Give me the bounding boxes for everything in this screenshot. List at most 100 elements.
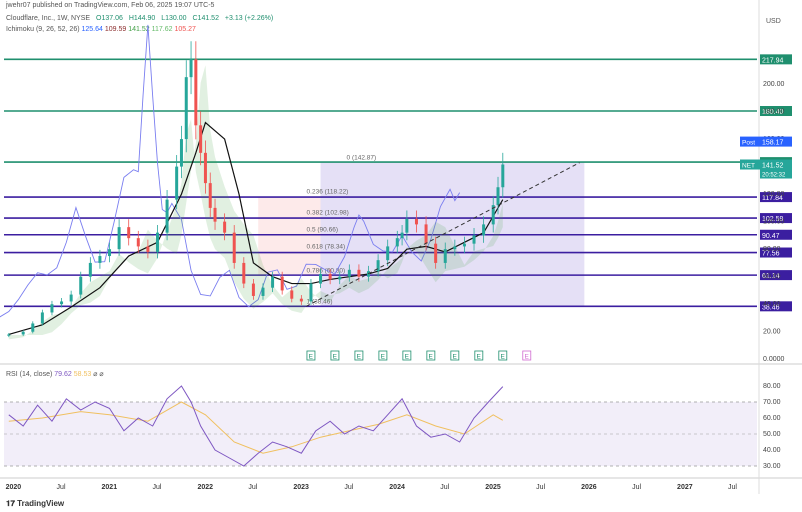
price-tag-value-0: 158.17	[762, 140, 784, 147]
price-tick-10: 200.00	[763, 81, 785, 88]
candle-body-18	[179, 139, 183, 167]
candle-body-54	[482, 224, 486, 236]
candle-body-8	[88, 262, 92, 277]
candle-body-46	[405, 218, 409, 233]
ohlc-high: H144.90	[128, 15, 156, 22]
candle-body-35	[309, 283, 313, 302]
currency-label: USD	[766, 18, 781, 25]
level-tag-label-6: 77.56	[762, 251, 780, 258]
candle-body-42	[376, 260, 380, 272]
level-tag-3	[760, 192, 792, 203]
candle-body-32	[280, 276, 284, 291]
price-tag-extra-1: 20:52:32	[762, 173, 786, 179]
candle-body-17	[175, 166, 179, 200]
candle-body-31	[271, 276, 275, 288]
level-tag-7	[760, 270, 792, 281]
tradingview-icon: 𝟏𝟕	[6, 499, 15, 508]
candle-body-29	[251, 283, 255, 296]
fib-label-5: 0.786 (60.80)	[307, 268, 346, 275]
candle-body-2	[31, 323, 35, 332]
earnings-marker-9	[522, 350, 532, 361]
ichimoku-cloud-bear	[258, 196, 321, 276]
ohlc-close: C141.52	[192, 15, 219, 22]
earnings-marker-label-9: E	[524, 354, 529, 361]
tradingview-brand: TradingView	[17, 499, 65, 508]
time-tick-3: Jul	[152, 484, 161, 491]
candle-body-26	[223, 221, 227, 233]
earnings-marker-label-4: E	[405, 354, 410, 361]
time-tick-5: Jul	[248, 484, 257, 491]
time-tick-9: Jul	[440, 484, 449, 491]
ichimoku-v5: 105.27	[174, 26, 196, 33]
earnings-marker-5	[426, 350, 436, 361]
ohlc-open: O137.06	[96, 15, 123, 22]
ichimoku-v1: 125.64	[81, 26, 103, 33]
trendline-dashed	[305, 162, 580, 307]
price-tick-4: 80.00	[763, 246, 781, 253]
earnings-marker-label-3: E	[381, 354, 386, 361]
candle-body-25	[213, 207, 217, 222]
candle-body-38	[338, 276, 342, 280]
price-tag-value-bg-0	[760, 136, 792, 147]
candle-body-6	[69, 294, 73, 302]
candle-body-0	[7, 334, 11, 336]
level-tag-label-4: 102.59	[762, 216, 784, 223]
level-tag-label-5: 90.47	[762, 233, 780, 240]
time-tick-7: Jul	[344, 484, 353, 491]
candle-body-1	[21, 331, 25, 335]
candle-body-33	[290, 290, 294, 299]
level-tag-label-7: 61.14	[762, 273, 780, 280]
time-tick-4: 2022	[197, 484, 213, 491]
level-tag-label-8: 38.46	[762, 304, 780, 311]
earnings-marker-label-1: E	[333, 354, 338, 361]
candle-body-51	[453, 246, 457, 250]
price-tick-0: 0.0000	[763, 356, 785, 363]
price-tag-value-bg-1	[760, 159, 792, 179]
candle-body-15	[155, 232, 159, 252]
candle-body-50	[443, 249, 447, 263]
level-tag-4	[760, 213, 792, 224]
ohlc-low: L130.00	[161, 15, 187, 22]
time-tick-11: Jul	[536, 484, 545, 491]
price-tag-name-0: Post	[742, 140, 755, 147]
symbol-title: Cloudflare, Inc., 1W, NYSE	[6, 15, 91, 22]
level-tag-6	[760, 247, 792, 258]
ichimoku-v4: 117.62	[151, 26, 173, 33]
ohlc-change: +3.13 (+2.26%)	[224, 15, 274, 22]
ichimoku-v3: 141.52	[128, 26, 150, 33]
time-tick-12: 2026	[581, 484, 597, 491]
candle-body-40	[357, 269, 361, 277]
rsi-label: RSI (14, close)	[6, 371, 53, 378]
candle-body-3	[40, 312, 44, 324]
fib-label-3: 0.5 (90.66)	[307, 226, 338, 233]
earnings-marker-label-5: E	[429, 354, 434, 361]
earnings-marker-1	[330, 350, 340, 361]
earnings-marker-8	[498, 350, 508, 361]
candle-body-52	[462, 243, 466, 247]
candle-body-24	[208, 183, 212, 208]
rsi-ma-line	[8, 401, 504, 454]
candle-body-37	[328, 273, 332, 280]
rsi-tick-5: 80.00	[763, 383, 781, 390]
level-tag-label-1: 180.40	[762, 109, 784, 116]
price-tick-3: 60.00	[763, 274, 781, 281]
candle-body-53	[472, 235, 476, 244]
candle-body-10	[108, 249, 112, 257]
price-tag-name-bg-1	[740, 159, 760, 170]
candle-body-44	[395, 238, 399, 247]
candle-body-19	[184, 77, 188, 140]
fib-label-0: 0 (142.87)	[347, 155, 377, 162]
earnings-marker-6	[450, 350, 460, 361]
earnings-marker-3	[378, 350, 388, 361]
fib-label-2: 0.382 (102.98)	[307, 210, 349, 217]
earnings-marker-0	[306, 350, 316, 361]
rsi-tick-4: 70.00	[763, 399, 781, 406]
rsi-tick-0: 30.00	[763, 463, 781, 470]
level-tag-5	[760, 229, 792, 240]
candle-body-5	[60, 301, 64, 305]
candle-body-55	[491, 205, 495, 225]
rsi-header: RSI (14, close) 79.62 58.53 ⌀ ⌀	[6, 370, 104, 378]
candle-body-4	[50, 304, 54, 313]
candle-body-23	[203, 152, 207, 184]
price-tag-name-1: NET	[742, 163, 755, 170]
